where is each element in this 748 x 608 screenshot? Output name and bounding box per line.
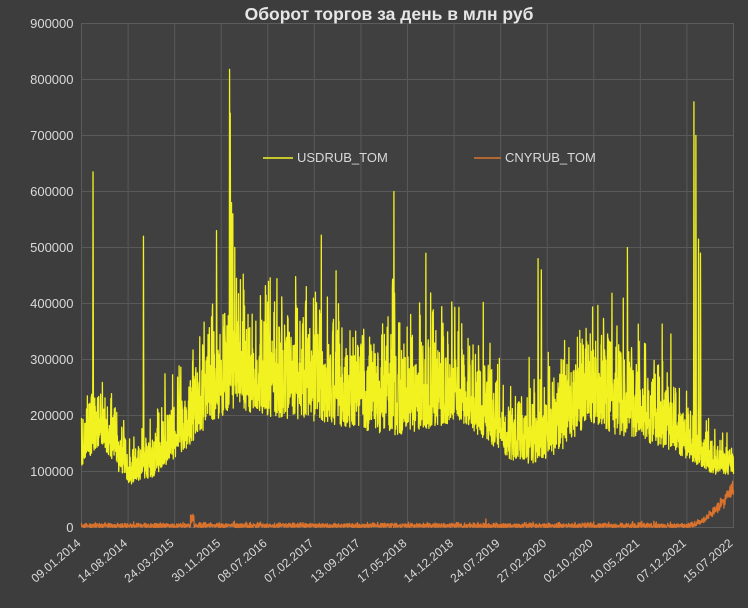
svg-text:800000: 800000: [30, 72, 73, 87]
svg-text:0: 0: [66, 520, 73, 535]
svg-text:USDRUB_TOM: USDRUB_TOM: [297, 150, 388, 165]
svg-text:500000: 500000: [30, 240, 73, 255]
svg-text:400000: 400000: [30, 296, 73, 311]
svg-text:700000: 700000: [30, 128, 73, 143]
svg-text:900000: 900000: [30, 16, 73, 31]
svg-text:200000: 200000: [30, 408, 73, 423]
svg-text:600000: 600000: [30, 184, 73, 199]
svg-text:300000: 300000: [30, 352, 73, 367]
svg-text:CNYRUB_TOM: CNYRUB_TOM: [505, 150, 596, 165]
svg-text:Оборот торгов за день в млн ру: Оборот торгов за день в млн руб: [245, 4, 534, 24]
svg-text:100000: 100000: [30, 464, 73, 479]
